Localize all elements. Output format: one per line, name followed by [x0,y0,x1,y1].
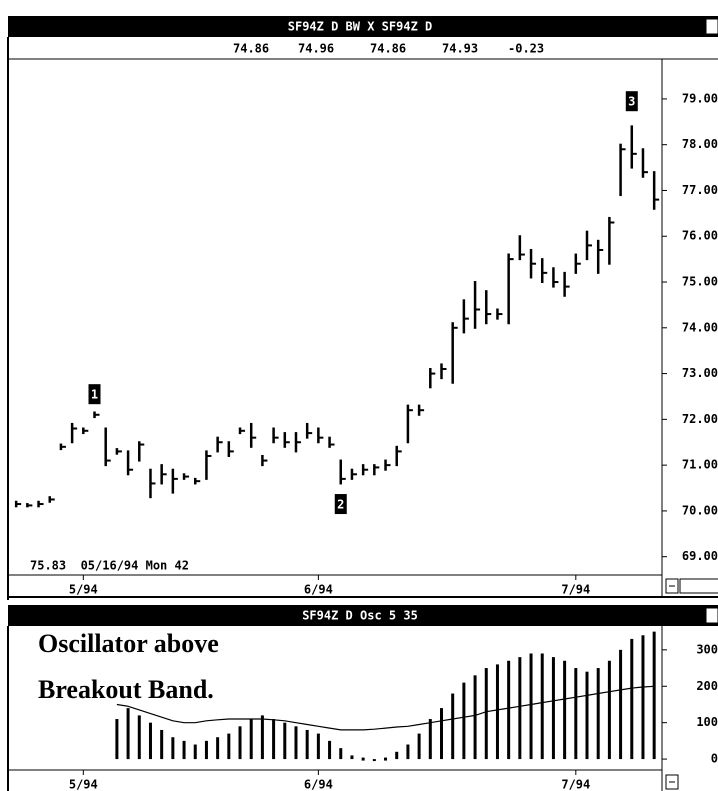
osc-bar [193,744,197,760]
marker-label: 2 [337,498,344,512]
quote: 74.96 [298,42,334,56]
osc-bar [316,733,320,760]
osc-bar [216,737,220,760]
osc-bar [148,722,152,760]
y-tick-label: 0 [711,752,718,766]
osc-bar [160,729,164,760]
osc-bar [350,755,354,760]
osc-bar [395,751,399,760]
y-tick-label: 75.00 [682,275,718,289]
y-tick-label: 73.00 [682,366,718,380]
quote: 74.86 [370,42,406,56]
osc-bar [551,657,555,760]
osc-bar [563,660,567,760]
osc-bar [641,635,645,760]
band-line [116,685,655,731]
osc-bar [607,660,611,760]
title-bar [8,16,718,37]
y-tick-label: 79.00 [682,91,718,105]
osc-bar [619,649,623,760]
osc-bar [574,668,578,760]
osc-bar [596,668,600,760]
y-tick-label: 72.00 [682,412,718,426]
annotation: Oscillator above [38,629,219,658]
osc-bar [204,740,208,760]
osc-bar [126,708,130,760]
osc-bar [115,719,119,760]
osc-bar [652,631,656,760]
y-tick-label: 300 [696,642,718,656]
quote: 74.86 [233,42,269,56]
osc-bar [585,671,589,760]
osc-bar [238,726,242,760]
osc-bar [630,638,634,760]
osc-bar [428,719,432,760]
osc-bar [529,653,533,760]
osc-bar [283,722,287,760]
y-tick-label: 71.00 [682,458,718,472]
osc-bar [171,737,175,760]
osc-bar [473,675,477,760]
y-tick-label: 200 [696,679,718,693]
x-tick-label: 6/94 [304,778,333,791]
y-tick-label: 70.00 [682,503,718,517]
osc-bar [507,660,511,760]
marker-box [625,91,638,112]
osc-bar [182,740,186,760]
x-tick-label: 6/94 [304,583,333,597]
osc-bar [361,757,365,761]
x-tick-label: 5/94 [69,778,98,791]
osc-bar [495,664,499,760]
osc-bar [305,729,309,760]
x-tick-label: 7/94 [561,778,590,791]
osc-bar [484,668,488,760]
osc-bar [540,653,544,760]
osc-bar [372,759,376,762]
window-title: SF94Z D Osc 5 35 [302,609,418,623]
marker-label: 3 [628,95,635,109]
osc-bar [260,715,264,760]
osc-bar [406,744,410,760]
status: 75.83 05/16/94 Mon 42 [30,559,189,573]
osc-bar [451,693,455,760]
osc-bar [462,682,466,760]
annotation: Breakout Band. [38,675,214,704]
osc-bar [294,726,298,760]
osc-bar [417,733,421,760]
osc-bar [272,719,276,760]
title-bar [8,605,718,626]
osc-bar [137,715,141,760]
window-button[interactable] [705,18,718,35]
y-tick-label: 77.00 [682,183,718,197]
window-title: SF94Z D BW X SF94Z D [288,20,433,34]
quote: 74.93 [442,42,478,56]
marker-label: 1 [91,388,98,402]
x-tick-label: 7/94 [561,583,590,597]
osc-bar [339,748,343,760]
osc-bar [518,657,522,760]
marker-box [88,384,101,405]
osc-bar [328,740,332,760]
osc-bar [227,733,231,760]
quote: -0.23 [508,42,544,56]
x-tick-label: 5/94 [69,583,98,597]
marker-box [334,494,347,515]
osc-bar [384,757,388,761]
y-tick-label: 69.00 [682,549,718,563]
osc-bar [249,719,253,760]
scroll-bar[interactable] [679,578,718,594]
window-button[interactable] [705,607,718,624]
y-tick-label: 76.00 [682,229,718,243]
y-tick-label: 74.00 [682,320,718,334]
osc-bar [439,708,443,760]
y-tick-label: 100 [696,715,718,729]
y-tick-label: 78.00 [682,137,718,151]
